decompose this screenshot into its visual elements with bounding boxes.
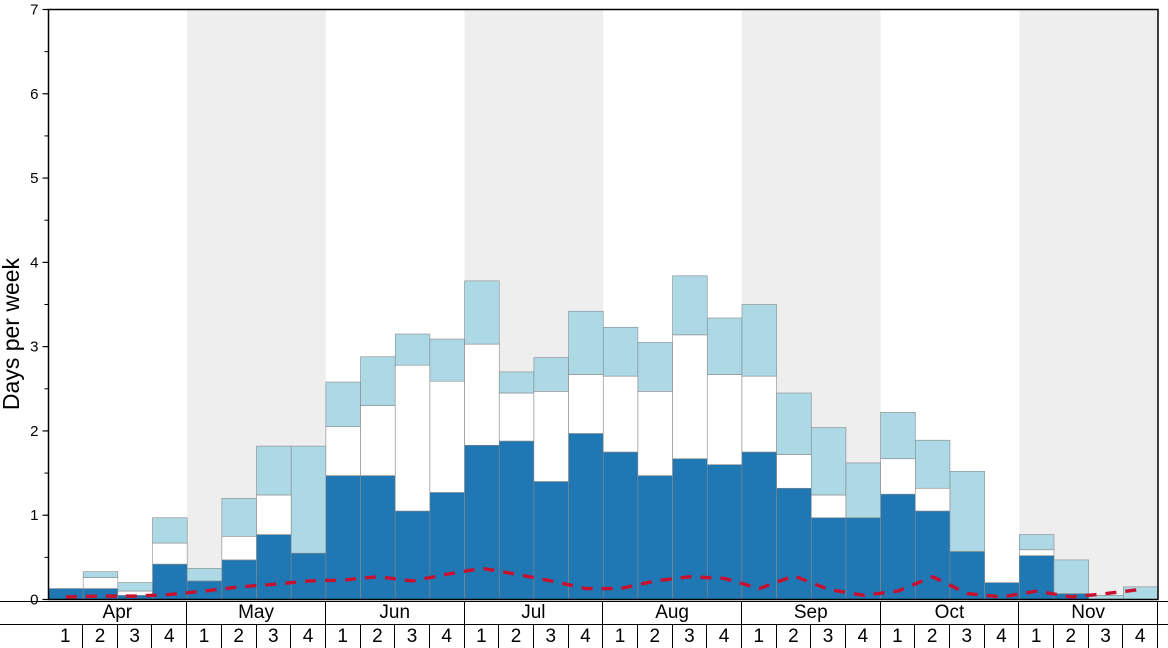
svg-text:7: 7 (30, 2, 38, 19)
svg-text:4: 4 (30, 254, 38, 271)
svg-text:6: 6 (30, 86, 38, 103)
svg-text:3: 3 (30, 339, 38, 356)
svg-text:5: 5 (30, 170, 38, 187)
svg-text:1: 1 (30, 507, 38, 524)
svg-text:2: 2 (30, 423, 38, 440)
